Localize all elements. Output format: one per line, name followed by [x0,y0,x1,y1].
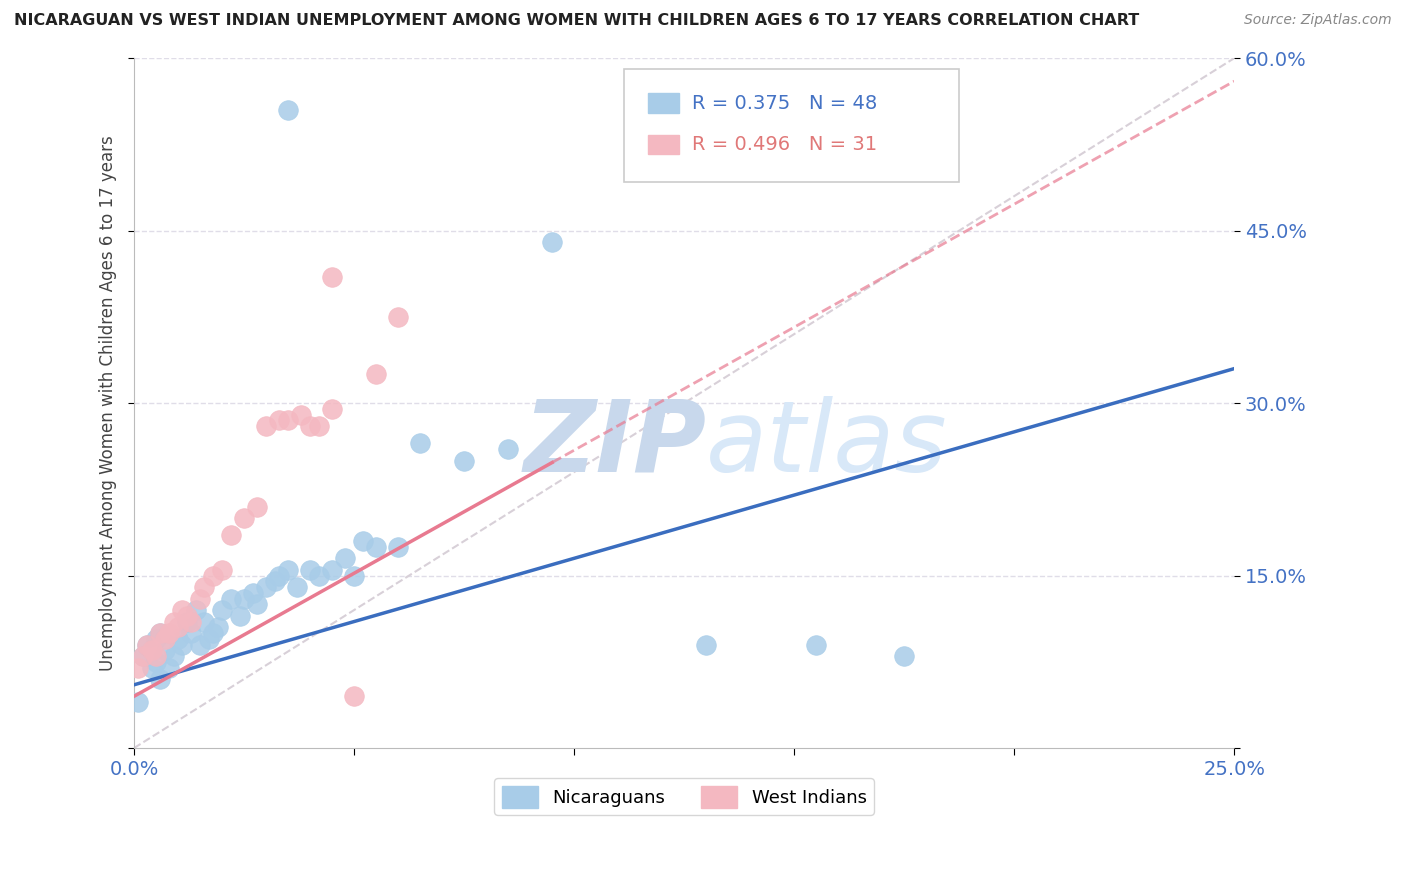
Point [167,632,190,646]
Point [364,368,387,382]
Point [162,648,184,663]
Point [149,626,172,640]
Point [228,608,250,623]
Point [193,580,215,594]
Point [352,534,374,549]
Point [207,620,229,634]
Point [157,660,180,674]
Point [136,638,159,652]
Point [285,580,308,594]
Point [387,540,409,554]
Point [263,574,285,589]
Point [219,528,242,542]
Point [541,235,564,249]
Point [198,632,221,646]
Point [254,419,277,434]
Point [157,626,180,640]
Point [167,620,190,634]
Point [172,638,194,652]
Point [233,511,256,525]
Point [184,603,207,617]
Point [202,626,225,640]
Point [242,586,264,600]
Point [269,568,291,582]
Text: R = 0.375   N = 48: R = 0.375 N = 48 [692,94,877,112]
Point [188,638,211,652]
Point [246,500,269,514]
FancyBboxPatch shape [648,94,679,112]
Point [132,648,155,663]
Legend: Nicaraguans, West Indians: Nicaraguans, West Indians [495,779,875,815]
Point [153,632,176,646]
Point [145,648,167,663]
Point [172,603,194,617]
Point [695,638,717,652]
Point [193,615,215,629]
Point [387,310,409,324]
Point [321,401,343,416]
Point [141,643,163,657]
Point [254,580,277,594]
FancyBboxPatch shape [648,135,679,154]
Text: NICARAGUAN VS WEST INDIAN UNEMPLOYMENT AMONG WOMEN WITH CHILDREN AGES 6 TO 17 YE: NICARAGUAN VS WEST INDIAN UNEMPLOYMENT A… [14,13,1139,29]
Point [188,591,211,606]
Point [409,436,432,450]
Point [343,568,366,582]
Point [219,591,242,606]
Point [149,672,172,686]
Point [308,419,330,434]
Point [180,626,202,640]
Point [804,638,827,652]
Point [127,660,149,674]
Point [202,568,225,582]
Point [132,648,155,663]
Point [180,615,202,629]
Text: ZIP: ZIP [523,396,706,493]
Text: atlas: atlas [706,396,948,493]
Point [308,568,330,582]
Point [176,615,198,629]
Point [269,413,291,427]
Point [299,419,322,434]
Point [145,655,167,669]
Text: Source: ZipAtlas.com: Source: ZipAtlas.com [1244,13,1392,28]
Point [149,626,172,640]
Point [246,597,269,611]
Point [290,408,312,422]
Point [321,269,343,284]
Point [277,413,299,427]
Point [141,660,163,674]
Point [162,615,184,629]
Point [233,591,256,606]
Point [343,690,366,704]
Point [176,608,198,623]
Point [893,648,915,663]
Point [364,540,387,554]
Point [321,563,343,577]
Point [453,453,475,467]
Point [496,442,519,456]
Point [211,563,233,577]
Y-axis label: Unemployment Among Women with Children Ages 6 to 17 years: Unemployment Among Women with Children A… [100,136,117,671]
Point [299,563,322,577]
Point [277,563,299,577]
Text: R = 0.496   N = 31: R = 0.496 N = 31 [692,135,877,154]
Point [136,638,159,652]
Point [277,103,299,117]
Point [211,603,233,617]
Point [127,695,149,709]
FancyBboxPatch shape [624,69,959,182]
Point [153,643,176,657]
Point [335,551,357,566]
Point [145,632,167,646]
